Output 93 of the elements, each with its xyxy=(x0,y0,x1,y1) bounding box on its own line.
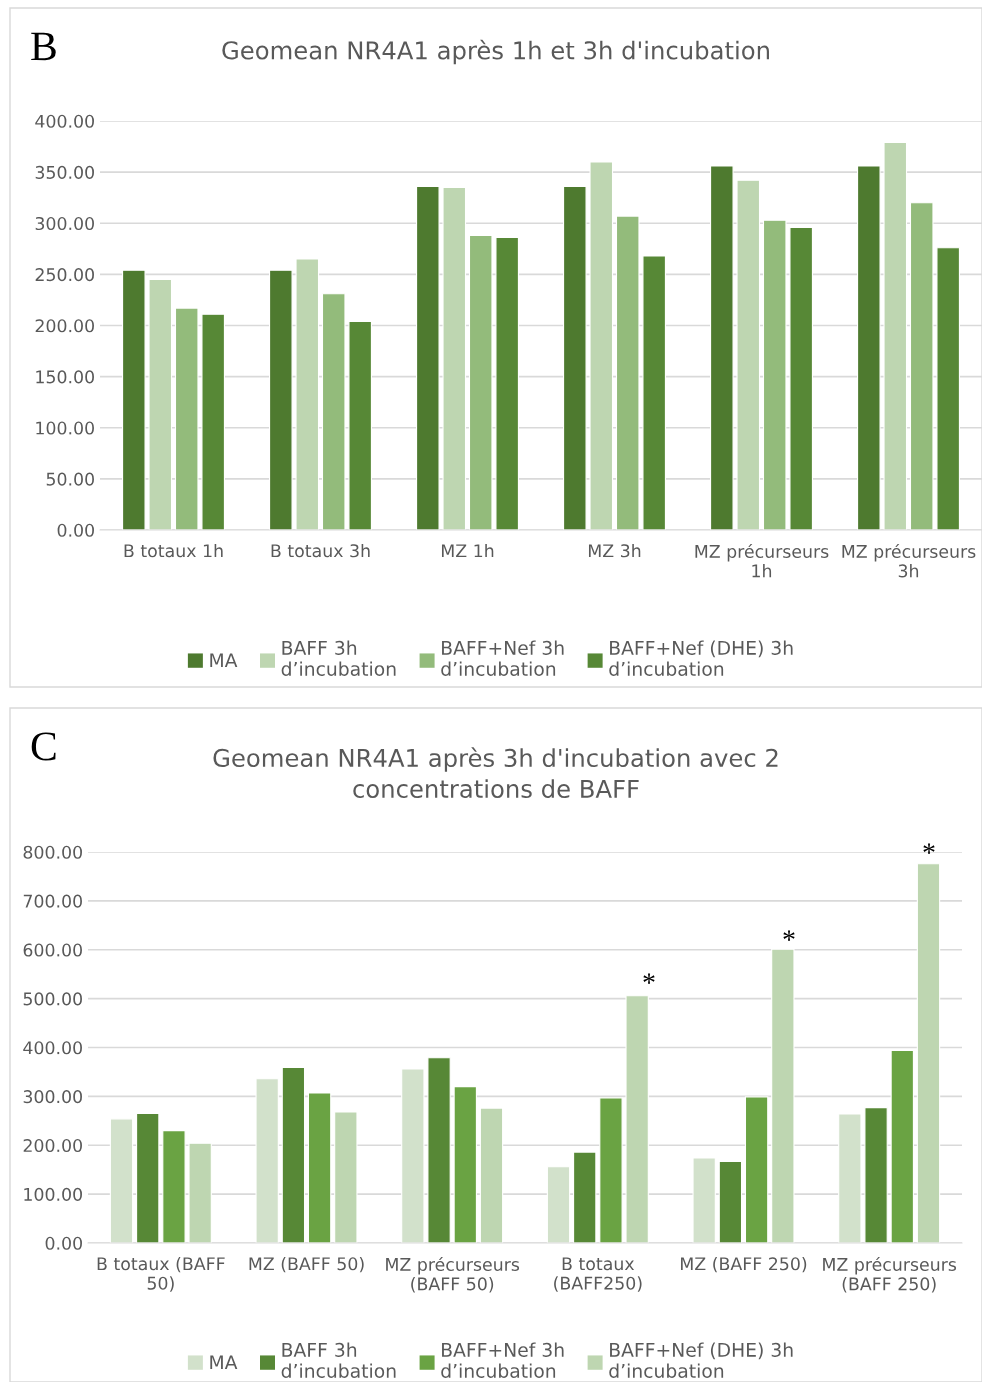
x-tick-label: B totaux 1h xyxy=(124,543,223,558)
legend-label: BAFF+Nef 3h d’incubation xyxy=(441,640,564,676)
y-tick-label: 250.00 xyxy=(35,268,94,282)
legend-label: BAFF+Nef (DHE) 3h d’incubation xyxy=(609,1342,793,1378)
bar xyxy=(736,179,761,530)
bar xyxy=(269,269,293,530)
x-tick-label: B totaux (BAFF250) xyxy=(554,1257,642,1292)
bar xyxy=(201,313,225,530)
text: B xyxy=(31,32,56,61)
bar xyxy=(857,165,881,530)
legend-label: BAFF 3h d’incubation xyxy=(281,1342,396,1378)
bar xyxy=(188,1142,212,1243)
bar xyxy=(162,1130,186,1243)
bar xyxy=(599,1097,623,1243)
y-tick-label: 100.00 xyxy=(24,1187,82,1201)
legend-label: BAFF+Nef (DHE) 3h d’incubation xyxy=(609,640,793,676)
bar xyxy=(281,1066,306,1243)
bar xyxy=(416,185,440,530)
bar xyxy=(546,1166,571,1243)
bar xyxy=(718,1160,743,1243)
bar xyxy=(136,1112,160,1243)
bar xyxy=(468,234,493,530)
bar xyxy=(625,995,649,1243)
y-tick-label: 700.00 xyxy=(23,894,82,908)
bar xyxy=(109,1118,134,1243)
bar xyxy=(401,1068,425,1243)
y-tick-label: 200.00 xyxy=(35,319,94,333)
y-tick-label: 600.00 xyxy=(23,943,82,957)
bar xyxy=(771,948,795,1243)
bar xyxy=(307,1092,332,1243)
legend-label: MA xyxy=(210,653,238,668)
y-tick-label: 500.00 xyxy=(23,992,82,1006)
bar xyxy=(883,141,908,530)
bar xyxy=(573,1151,597,1243)
y-tick-label: 400.00 xyxy=(35,114,94,128)
bar xyxy=(295,258,320,530)
y-tick-label: 0.00 xyxy=(57,523,94,537)
x-tick-label: MZ précurseurs 1h xyxy=(695,543,829,578)
y-tick-label: 300.00 xyxy=(35,216,94,231)
bar xyxy=(479,1107,504,1243)
bar xyxy=(936,247,960,530)
bar xyxy=(321,293,346,530)
bar xyxy=(710,165,734,530)
x-tick-label: MZ précurseurs (BAFF 50) xyxy=(386,1256,520,1293)
y-tick-label: 150.00 xyxy=(36,370,94,384)
text: C xyxy=(31,732,56,761)
bar xyxy=(442,186,467,530)
x-tick-label: MZ (BAFF 50) xyxy=(249,1256,364,1273)
x-tick-label: MZ précurseurs (BAFF 250) xyxy=(823,1256,957,1293)
bar xyxy=(692,1157,716,1243)
bar xyxy=(762,219,787,530)
x-tick-label: MZ 3h xyxy=(588,543,641,558)
bar xyxy=(890,1049,914,1243)
y-tick-label: 350.00 xyxy=(35,165,94,179)
bar xyxy=(838,1113,862,1243)
legend-label: BAFF 3h d’incubation xyxy=(281,640,396,676)
chart-title: Geomean NR4A1 après 1h et 3h d'incubation xyxy=(222,39,769,65)
bar xyxy=(255,1078,279,1243)
x-tick-label: B totaux (BAFF 50) xyxy=(97,1256,225,1292)
bar xyxy=(789,226,813,530)
annotation: * xyxy=(643,973,655,984)
bar xyxy=(174,307,199,530)
x-tick-label: B totaux 3h xyxy=(271,543,370,558)
x-tick-label: MZ (BAFF 250) xyxy=(681,1256,807,1273)
y-tick-label: 800.00 xyxy=(23,845,82,859)
bar xyxy=(589,161,614,530)
y-tick-label: 50.00 xyxy=(46,472,94,486)
bar xyxy=(495,237,519,530)
bar xyxy=(642,255,666,530)
annotation: * xyxy=(923,843,935,854)
bar xyxy=(148,278,173,530)
y-tick-label: 400.00 xyxy=(23,1041,82,1055)
bar xyxy=(563,185,587,530)
y-tick-label: 100.00 xyxy=(36,421,94,435)
bar xyxy=(615,215,640,530)
bar xyxy=(427,1057,451,1243)
y-tick-label: 200.00 xyxy=(23,1138,82,1153)
bar xyxy=(348,320,372,530)
bar xyxy=(909,202,934,530)
x-tick-label: MZ précurseurs 3h xyxy=(842,543,976,578)
chart-title: Geomean NR4A1 après 3h d'incubation avec 2 concentrations de BAFF xyxy=(213,747,778,798)
y-tick-label: 0.00 xyxy=(45,1236,82,1250)
bar xyxy=(453,1086,477,1243)
bar xyxy=(744,1096,769,1243)
legend-label: BAFF+Nef 3h d’incubation xyxy=(441,1342,564,1378)
legend-label: MA xyxy=(210,1355,238,1370)
y-tick-label: 300.00 xyxy=(23,1090,82,1104)
bar xyxy=(916,863,941,1243)
bar xyxy=(334,1111,358,1243)
x-tick-label: MZ 1h xyxy=(441,543,494,558)
bar xyxy=(864,1107,888,1243)
bar xyxy=(122,269,146,530)
annotation: * xyxy=(783,930,795,941)
